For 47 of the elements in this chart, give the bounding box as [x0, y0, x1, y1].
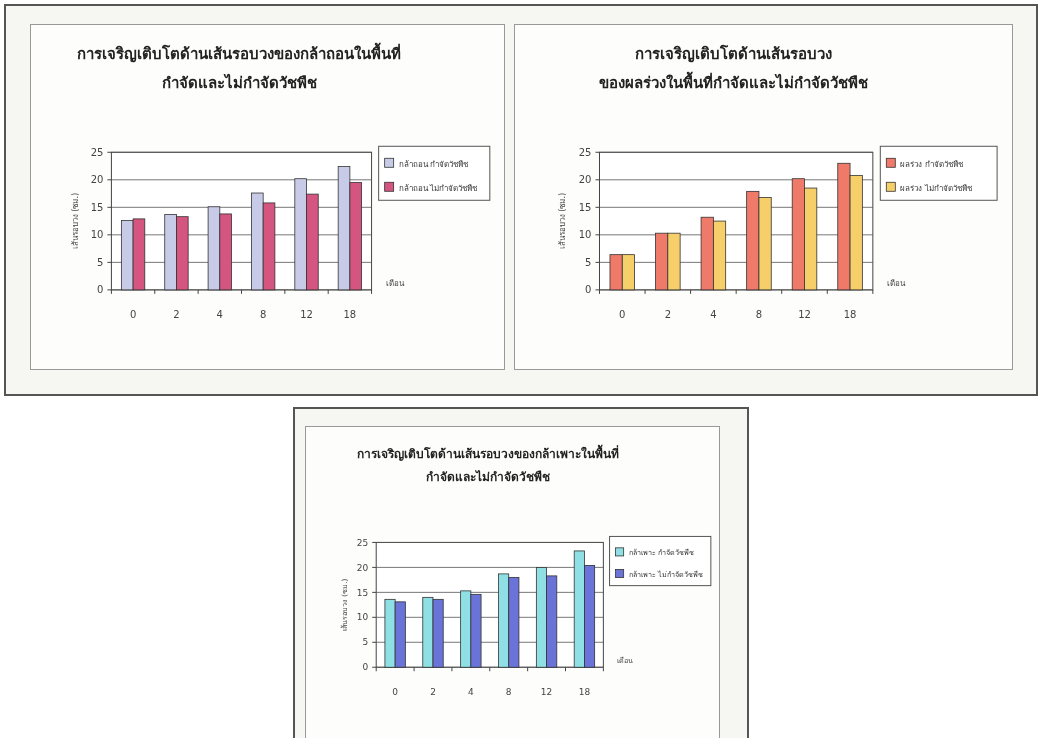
x-tick-label: 0 [392, 687, 399, 698]
chart-title: การเจริญเติบโตด้านเส้นรอบวง ของผลร่วงในพื้นที่กำจัดและไม่กำจัดวัชพืช [599, 44, 869, 92]
x-tick-label: 12 [540, 687, 553, 698]
x-tick-label: 4 [710, 308, 717, 320]
y-tick-label: 25 [356, 537, 369, 548]
y-tick-label: 0 [362, 662, 369, 673]
y-tick-label: 5 [585, 256, 592, 268]
x-tick-label: 8 [505, 687, 512, 698]
y-tick-label: 10 [578, 229, 592, 241]
chart-title: การเจริญเติบโตด้านเส้นรอบวงของกล้าเพาะในพื้นที่ กำจัดและไม่กำจัดวัชพืช [356, 444, 619, 484]
y-tick-label: 10 [356, 612, 369, 623]
x-tick-label: 8 [259, 308, 267, 320]
x-tick-label: 18 [843, 308, 857, 320]
y-tick-label: 25 [578, 146, 592, 158]
x-tick-label: 2 [173, 308, 180, 320]
legend-label: ผลร่วง ไม่กำจัดวัชพืช [900, 183, 973, 193]
x-tick-label: 2 [664, 308, 672, 320]
x-axis-title: เดือน [886, 278, 906, 288]
y-tick-label: 20 [356, 562, 369, 573]
y-tick-label: 20 [578, 174, 592, 186]
y-axis-title: เส้นรอบวง (ซม.) [71, 192, 81, 250]
y-axis-title: เส้นรอบวง (ซม.) [557, 192, 567, 250]
y-tick-label: 25 [90, 146, 104, 158]
y-tick-label: 15 [90, 201, 104, 213]
legend-label: กล้าถอน ไม่กำจัดวัชพืช [398, 183, 479, 193]
y-tick-label: 5 [362, 637, 369, 648]
y-tick-label: 0 [585, 284, 592, 296]
x-tick-label: 8 [755, 308, 763, 320]
x-tick-label: 4 [216, 308, 223, 320]
x-axis-title: เดือน [385, 278, 405, 288]
x-tick-label: 2 [430, 687, 436, 698]
y-tick-label: 15 [356, 587, 369, 598]
legend-label: กล้าถอน กำจัดวัชพืช [398, 159, 470, 169]
x-tick-label: 0 [619, 308, 626, 320]
y-tick-label: 15 [578, 201, 592, 213]
x-tick-label: 18 [578, 687, 591, 698]
x-tick-label: 0 [129, 308, 137, 320]
chart-title: การเจริญเติบโตด้านเส้นรอบวงของกล้าถอนในพื้นที่ กำจัดและไม่กำจัดวัชพืช [77, 42, 402, 92]
y-tick-label: 20 [90, 174, 104, 186]
legend-label: ผลร่วง กำจัดวัชพืช [900, 159, 964, 169]
y-tick-label: 10 [90, 229, 104, 241]
y-tick-label: 0 [97, 284, 104, 296]
y-tick-label: 5 [97, 256, 104, 268]
x-tick-label: 4 [467, 687, 474, 698]
x-tick-label: 12 [300, 308, 313, 320]
x-tick-label: 18 [343, 308, 357, 320]
x-tick-label: 12 [798, 308, 811, 320]
